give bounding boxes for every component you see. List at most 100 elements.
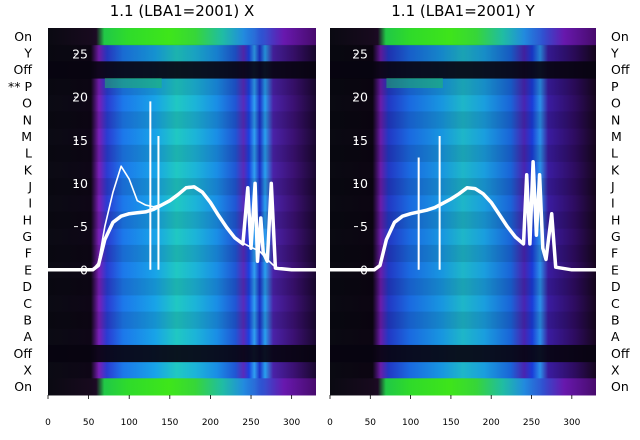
heatmap-band [330,78,596,96]
heatmap-band [48,61,316,79]
row-label: H [611,212,620,227]
row-label: J [27,179,32,194]
row-label: C [23,296,32,311]
heatmap-band [330,44,596,62]
row-label: Off [611,62,630,77]
x-tick-label: 300 [563,418,580,428]
series-line-2 [48,165,316,271]
heatmap-band [48,244,316,263]
row-label: M [611,129,622,144]
heatmap-band [330,278,596,296]
row-label: ** P [8,79,32,94]
row-label: Off [14,346,33,361]
x-tick-label: 0 [327,418,333,428]
y-tick-label: 20 [352,90,368,105]
heatmap-band [48,311,316,329]
y-tick-label: 25 [72,46,88,61]
heatmap-band [48,78,316,96]
row-label: P [611,79,619,94]
row-label: D [611,279,621,294]
heatmap-band [330,311,596,329]
row-label: X [23,362,32,377]
row-label: On [611,29,629,44]
heatmap-band [330,378,596,396]
heatmap-band [48,278,316,296]
chart-title: 1.1 (LBA1=2001) X [110,2,255,20]
y-tick-label: 10 [72,176,88,191]
y-tick-label: 10 [352,176,368,191]
row-label: G [22,229,32,244]
row-label: B [611,312,620,327]
panel-2: 1.1 (LBA1=2001) YOnYOffPONMLKJIHGFEDCBAO… [327,2,630,428]
row-label: I [28,196,32,211]
x-tick-label: 200 [202,418,219,428]
x-tick-label: 250 [242,418,259,428]
heatmap-band [330,61,596,79]
row-label: O [22,96,32,111]
x-tick-label: 100 [121,418,138,428]
row-label: A [23,329,32,344]
x-tick-label: 150 [161,418,178,428]
row-label: C [611,296,620,311]
y-tick-label: 5 [80,219,88,234]
row-label: Off [14,62,33,77]
heatmap-band [48,211,316,229]
row-label: N [23,112,32,127]
row-label: M [21,129,32,144]
heatmap-background [330,28,596,395]
y-tick-label: 15 [72,133,88,148]
row-label: H [23,212,32,227]
row-label: On [611,379,629,394]
row-label: E [24,262,32,277]
heatmap-band [330,211,596,229]
heatmap-band [330,144,596,162]
row-label: E [611,262,619,277]
heatmap-band [48,28,316,46]
y-tick-label: 5 [360,219,368,234]
heatmap-band [48,378,316,396]
row-label: A [611,329,620,344]
row-label: I [611,196,615,211]
y-tick-label: 20 [72,90,88,105]
heatmap-band [330,244,596,263]
x-tick-label: 250 [523,418,540,428]
series-line-1 [330,160,596,272]
row-label: Y [610,46,619,61]
row-label: Y [23,46,32,61]
y-tick-label: 15 [352,133,368,148]
x-tick-label: 300 [283,418,300,428]
x-tick-label: 100 [402,418,419,428]
row-label: L [25,146,32,161]
row-label: K [24,162,33,177]
row-label: K [611,162,620,177]
x-tick-label: 150 [442,418,459,428]
x-tick-label: 50 [365,418,377,428]
heatmap-band [48,144,316,162]
row-label: O [611,96,621,111]
x-tick-label: 200 [483,418,500,428]
heatmap-band [48,344,316,363]
heatmap-band [330,111,596,129]
row-label: X [611,362,620,377]
row-label: F [611,246,618,261]
y-tick-label: 25 [352,46,368,61]
heatmap-band [48,111,316,129]
heatmap-band [330,28,596,46]
x-tick-label: 50 [83,418,95,428]
x-tick-label: 0 [45,418,51,428]
row-label: F [25,246,32,261]
heatmap-highlight [104,78,162,89]
row-label: G [611,229,621,244]
row-label: Off [611,346,630,361]
heatmap-highlight [386,78,443,89]
heatmap-band [330,344,596,363]
row-label: L [611,146,618,161]
row-label: B [23,312,32,327]
row-label: On [14,379,32,394]
heatmap-band [48,44,316,62]
row-label: On [14,29,32,44]
row-label: J [610,179,615,194]
row-label: D [22,279,32,294]
